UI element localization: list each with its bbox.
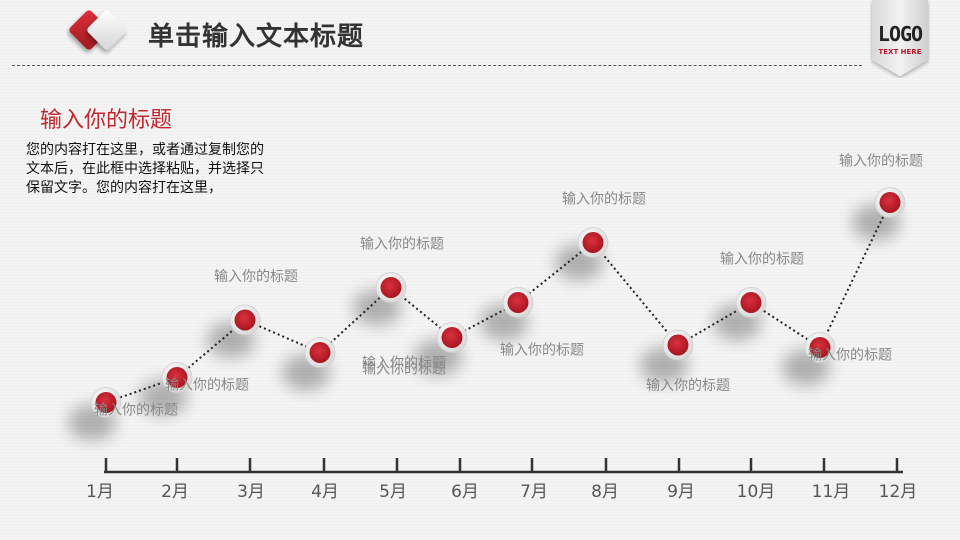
data-point-marker (502, 287, 534, 318)
page-title: 单击输入文本标题 (148, 22, 365, 52)
data-point-label: 输入你的标题 (360, 237, 444, 253)
data-point-marker (735, 287, 767, 318)
x-tick-label: 1月 (86, 482, 114, 502)
x-tick-label: 9月 (667, 482, 695, 502)
x-tick-label: 10月 (737, 482, 776, 502)
data-point-label: 输入你的标题 (362, 362, 446, 378)
body-text: 您的内容打在这里，或者通过复制您的文本后，在此框中选择粘贴，并选择只保留文字。您… (26, 142, 264, 196)
data-point-marker (436, 322, 468, 353)
data-point-marker (874, 187, 906, 218)
data-point-label: 输入你的标题 (165, 378, 249, 394)
data-point-marker (375, 272, 407, 303)
data-point-marker (577, 227, 609, 258)
header-divider (12, 65, 862, 66)
data-point-label: 输入你的标题 (808, 348, 892, 364)
logo-text: LOGO (877, 22, 923, 46)
data-point-marker (229, 304, 261, 336)
x-tick-label: 5月 (379, 482, 407, 502)
x-tick-label: 7月 (520, 482, 548, 502)
data-point-marker (662, 329, 694, 361)
x-tick-label: 4月 (311, 482, 339, 502)
logo-badge (872, 0, 928, 76)
data-point-label: 输入你的标题 (214, 269, 298, 285)
data-point-marker (304, 337, 336, 368)
logo-subtext: TEXT HERE (878, 48, 922, 56)
data-point-label: 输入你的标题 (720, 252, 804, 268)
data-point-label: 输入你的标题 (362, 356, 446, 372)
data-point-marker (90, 387, 122, 418)
data-point-label: 输入你的标题 (646, 378, 730, 394)
data-point-label: 输入你的标题 (839, 154, 923, 170)
x-tick-label: 3月 (237, 482, 265, 502)
data-point-label: 输入你的标题 (562, 192, 646, 208)
data-point-label: 输入你的标题 (500, 343, 584, 359)
data-point-marker (804, 332, 836, 363)
section-heading: 输入你的标题 (40, 108, 173, 133)
x-tick-label: 6月 (451, 482, 479, 502)
x-tick-label: 11月 (812, 482, 851, 502)
x-tick-label: 8月 (591, 482, 619, 502)
header-logo-icon (69, 10, 127, 50)
data-point-label: 输入你的标题 (94, 403, 178, 419)
x-tick-label: 2月 (161, 482, 189, 502)
data-point-marker (161, 362, 193, 393)
series-line (105, 202, 891, 404)
x-tick-label: 12月 (879, 482, 918, 502)
